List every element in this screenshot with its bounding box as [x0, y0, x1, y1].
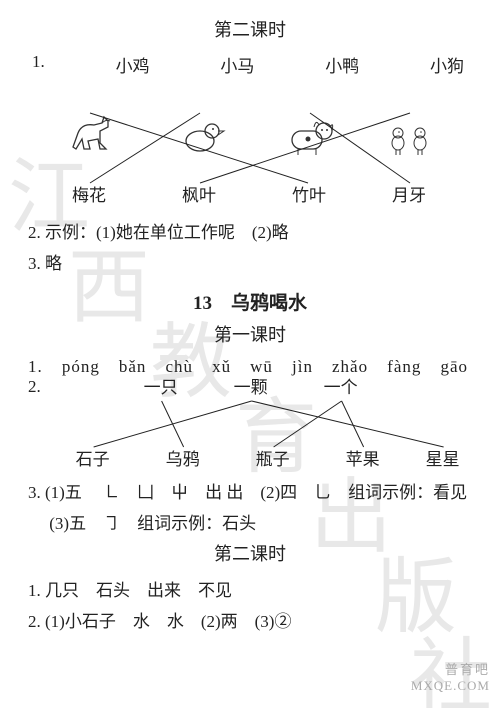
- q2b-row: 2. 一只 一颗 一个 石子 乌鸦 瓶子 苹果 星星: [28, 377, 472, 472]
- duck-icon: [186, 124, 224, 151]
- svg-text:一只: 一只: [143, 378, 177, 397]
- svg-text:一颗: 一颗: [233, 378, 267, 397]
- pinyin-item: chù: [165, 357, 193, 377]
- section1-heading: 第二课时: [28, 16, 472, 42]
- q3b-line: (3)五 ㇆ 组词示例：石头: [28, 509, 472, 534]
- svg-text:星星: 星星: [425, 450, 459, 469]
- q1-pinyin-row: 1. póng bǎn chù xǔ wū jìn zhǎo fàng gāo: [28, 357, 472, 377]
- q1b-line: 1. 几只 石头 出来 不见: [28, 576, 472, 601]
- brand-watermark: 普育吧: [445, 659, 490, 678]
- pinyin-item: wū: [250, 357, 273, 377]
- svg-text:瓶子: 瓶子: [255, 450, 289, 469]
- measure-diagram: 一只 一颗 一个 石子 乌鸦 瓶子 苹果 星星: [51, 377, 472, 472]
- chicks-icon: [392, 128, 426, 155]
- q1b-prefix: 1.: [28, 357, 43, 377]
- pinyin-item: póng: [62, 357, 100, 377]
- q1-top-row: 1. 小鸡 小马 小鸭 小狗: [28, 52, 472, 77]
- q1-prefix: 1.: [32, 52, 45, 77]
- horse-icon: [73, 117, 110, 149]
- q3-line: 3. 略: [28, 249, 472, 274]
- pinyin-item: zhǎo: [332, 357, 368, 377]
- url-watermark: MXQE.COM: [411, 678, 490, 694]
- match-label: 枫叶: [182, 186, 216, 205]
- svg-text:苹果: 苹果: [345, 450, 379, 469]
- q1-item: 小鸡: [116, 52, 150, 77]
- pinyin-item: gāo: [440, 357, 468, 377]
- q2b-prefix: 2.: [28, 377, 51, 397]
- q1-item: 小马: [220, 52, 254, 77]
- pinyin-item: jìn: [292, 357, 313, 377]
- q1-item: 小狗: [430, 52, 464, 77]
- section2-heading2: 第二课时: [28, 540, 472, 566]
- section2-title: 13 乌鸦喝水: [28, 288, 472, 315]
- q2-line: 2. 示例：(1)她在单位工作呢 (2)略: [28, 218, 472, 243]
- svg-text:石子: 石子: [75, 450, 109, 469]
- match-label: 竹叶: [292, 186, 326, 205]
- match-label: 梅花: [72, 186, 106, 205]
- q2b-line: 2. (1)小石子 水 水 (2)两 (3)②: [28, 607, 472, 632]
- section2-heading1: 第一课时: [28, 321, 472, 347]
- pinyin-item: bǎn: [119, 357, 147, 377]
- q3a-line: 3. (1)五 ㇗ 凵 屮 出 出 (2)四 乚 组词示例：看见: [28, 478, 472, 503]
- pinyin-item: xǔ: [212, 357, 231, 377]
- svg-text:乌鸦: 乌鸦: [165, 450, 199, 469]
- match-label: 月牙: [392, 186, 426, 205]
- svg-text:一个: 一个: [323, 378, 357, 397]
- q1-item: 小鸭: [325, 52, 359, 77]
- pinyin-item: fàng: [387, 357, 421, 377]
- match-diagram: 梅花 枫叶 竹叶 月牙: [28, 77, 472, 207]
